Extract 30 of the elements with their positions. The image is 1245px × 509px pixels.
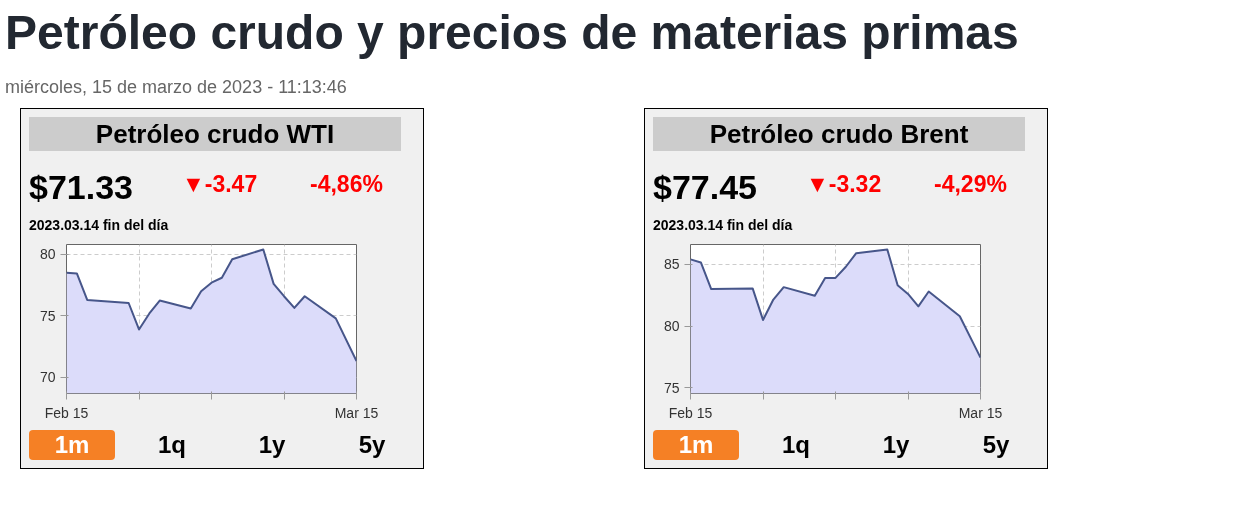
x-tick-label: Feb 15 — [44, 404, 89, 421]
text: 1q — [157, 430, 186, 460]
y-tick-label: 80 — [663, 318, 680, 335]
chart-title: Petróleo crudo Brent — [709, 118, 969, 151]
y-tick-label: 75 — [663, 379, 680, 396]
text: $71.33 — [29, 167, 133, 208]
text: 2023.03.14 fin del día — [653, 216, 793, 235]
text: 1m — [54, 430, 90, 460]
y-tick-label: 75 — [39, 307, 56, 324]
y-tick-label: 85 — [663, 256, 680, 273]
y-tick-label: 80 — [39, 246, 56, 263]
text: ▼-3.47 — [182, 170, 258, 199]
text: ▼-3.32 — [806, 170, 882, 199]
text: 1y — [258, 430, 286, 460]
text: 2023.03.14 fin del día — [29, 216, 169, 235]
text: 1y — [882, 430, 910, 460]
text: 1q — [781, 430, 810, 460]
text: Petróleo crudo y precios de materias primas — [5, 5, 1019, 61]
text: 5y — [358, 430, 386, 460]
x-tick-label: Mar 15 — [958, 404, 1003, 421]
text: -4,29% — [934, 170, 1007, 199]
chart-title: Petróleo crudo WTI — [95, 118, 335, 151]
text: miércoles, 15 de marzo de 2023 - 11:13:46 — [5, 76, 347, 99]
text: 1m — [678, 430, 714, 460]
x-tick-label: Mar 15 — [334, 404, 379, 421]
text: -4,86% — [310, 170, 383, 199]
text: 5y — [982, 430, 1010, 460]
x-tick-label: Feb 15 — [668, 404, 713, 421]
text: $77.45 — [653, 167, 757, 208]
y-tick-label: 70 — [39, 369, 56, 386]
